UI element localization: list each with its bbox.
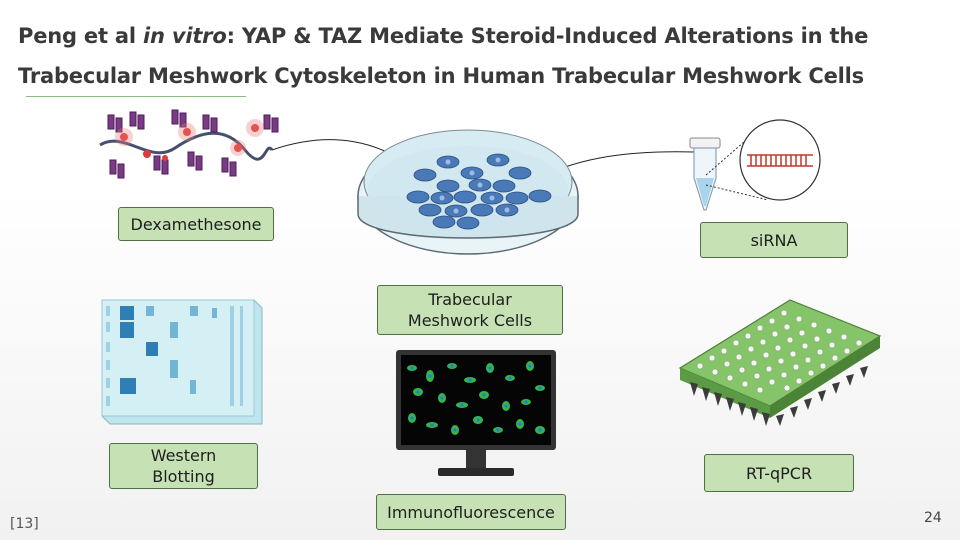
slide-title: Peng et al in vitro: YAP & TAZ Mediate S… — [18, 16, 938, 96]
page-number: 24 — [924, 510, 942, 526]
title-italic: in vitro — [143, 24, 227, 48]
sirna-tube-icon — [689, 119, 821, 211]
monitor-icon — [396, 350, 556, 476]
petri-dish-icon — [357, 129, 579, 255]
western-blot-icon — [101, 299, 263, 425]
label-sirna: siRNA — [700, 222, 848, 258]
reference-number: [13] — [10, 516, 39, 532]
label-immunofluorescence: Immunofluorescence — [376, 494, 566, 530]
label-rt-qpcr: RT-qPCR — [704, 454, 854, 492]
title-part-1: Peng et al — [18, 24, 143, 48]
title-part-2: : YAP & TAZ Mediate Steroid-Induced Alte… — [18, 24, 869, 88]
label-trabecular-meshwork-cells: Trabecular Meshwork Cells — [377, 285, 563, 335]
label-western-blotting: Western Blotting — [109, 443, 258, 489]
dexamethasone-molecule-icon — [99, 109, 279, 179]
title-underline — [26, 96, 246, 97]
pcr-plate-icon — [678, 299, 882, 426]
label-dexamethasone: Dexamethesone — [118, 207, 274, 241]
